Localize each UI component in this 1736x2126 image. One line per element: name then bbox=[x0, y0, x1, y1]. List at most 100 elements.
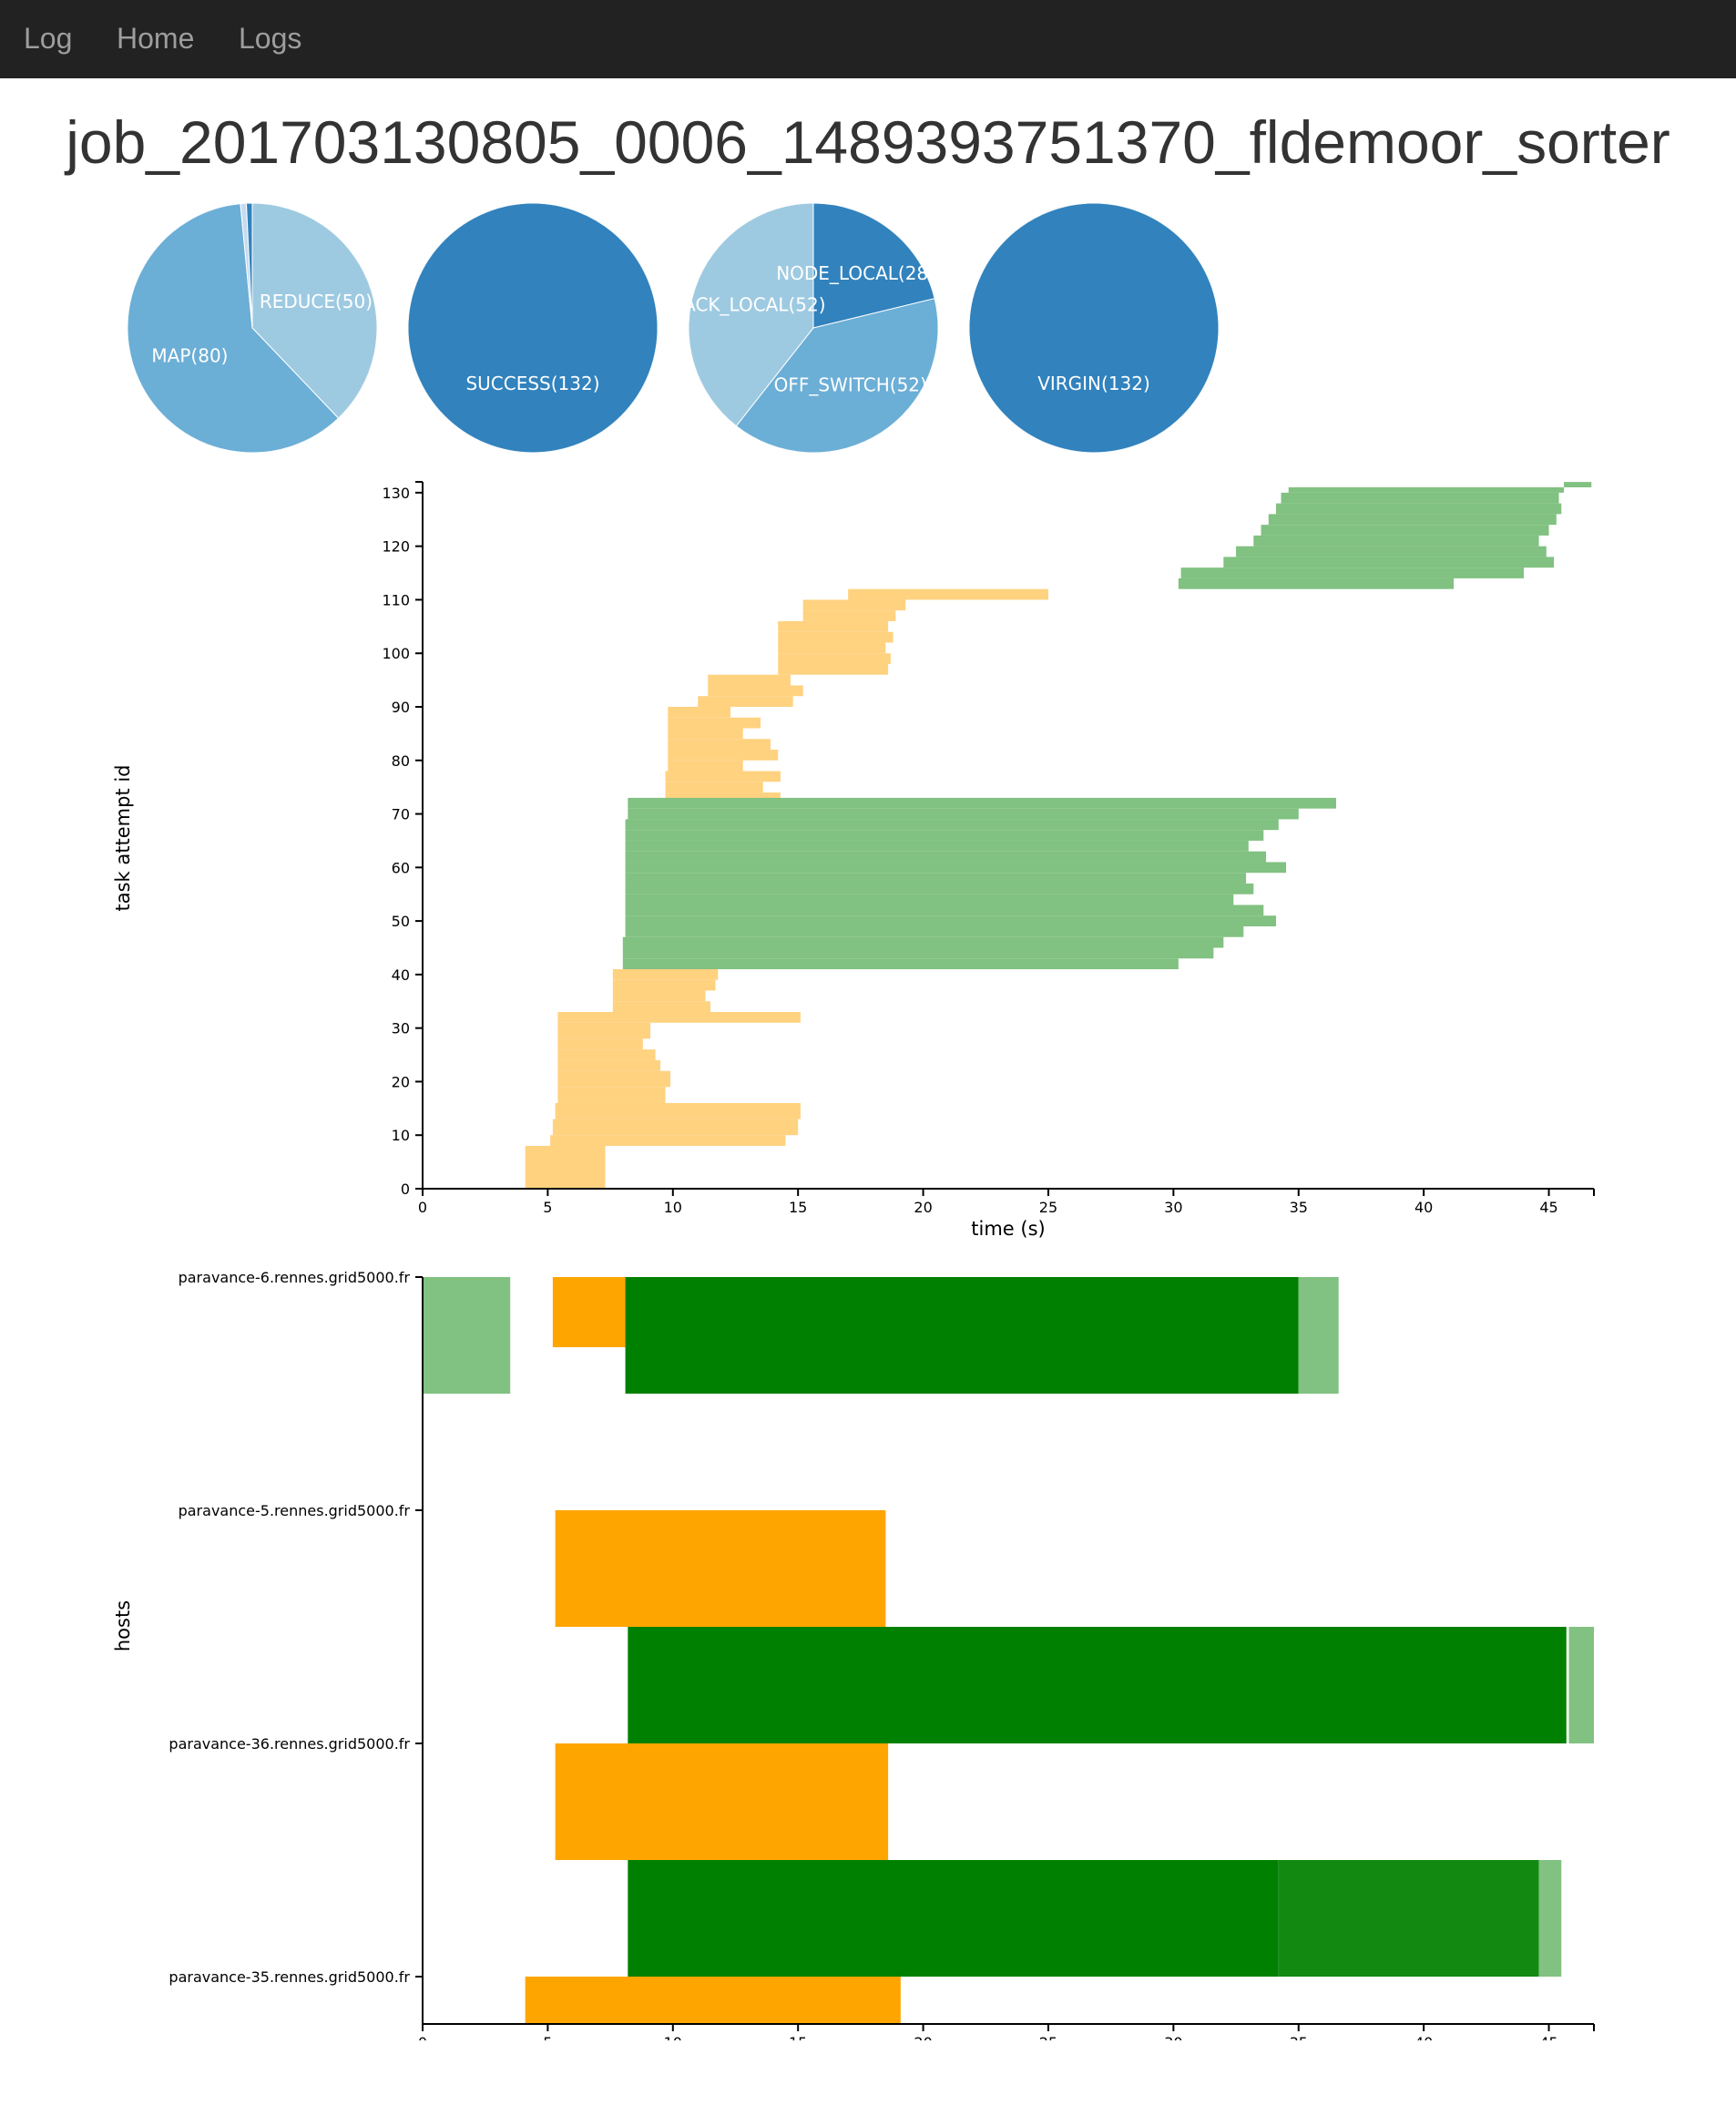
x-tick-label: 5 bbox=[543, 1199, 552, 1216]
host-task-bar bbox=[1568, 1627, 1594, 1743]
reduce-task-bar bbox=[622, 936, 1224, 948]
map-task-bar bbox=[612, 969, 719, 980]
x-tick-label: 45 bbox=[1539, 2034, 1557, 2040]
x-tick-label: 40 bbox=[1414, 2034, 1433, 2040]
x-axis-label: time (s) bbox=[971, 1218, 1045, 1240]
reduce-task-bar bbox=[1180, 567, 1525, 578]
map-task-bar bbox=[557, 1038, 643, 1050]
map-task-bar bbox=[557, 1022, 651, 1039]
x-tick-label: 15 bbox=[789, 2034, 807, 2040]
reduce-task-bar bbox=[625, 819, 1279, 831]
nav-item-logs[interactable]: Logs bbox=[239, 22, 302, 55]
x-tick-label: 35 bbox=[1290, 1199, 1308, 1216]
reduce-task-bar bbox=[625, 851, 1267, 863]
reduce-task-bar bbox=[628, 808, 1299, 820]
x-tick-label: 15 bbox=[789, 1199, 807, 1216]
map-task-bar bbox=[557, 1070, 671, 1088]
map-task-bar bbox=[778, 620, 889, 632]
reduce-task-bar bbox=[1236, 546, 1547, 557]
reduce-task-bar bbox=[625, 883, 1254, 894]
x-tick-label: 20 bbox=[914, 1199, 932, 1216]
pie-slice bbox=[408, 203, 658, 453]
host-task-bar bbox=[1538, 1860, 1562, 1977]
pie-locality: NODE_LOCAL(28) OFF_SWITCH(52) RACK_LOCAL(5… bbox=[689, 203, 938, 453]
pie-label: NODE_LOCAL(28) bbox=[776, 262, 935, 284]
pie-label: MAP(80) bbox=[151, 344, 228, 366]
host-task-bar bbox=[555, 1510, 886, 1627]
map-task-bar bbox=[665, 782, 763, 793]
map-task-bar bbox=[778, 653, 891, 664]
map-task-bar bbox=[778, 631, 894, 643]
map-task-bar bbox=[665, 771, 781, 782]
pie-slice bbox=[245, 203, 253, 329]
reduce-task-bar bbox=[1281, 492, 1559, 504]
y-tick-label: 40 bbox=[392, 966, 410, 984]
y-tick-label: 60 bbox=[392, 859, 410, 876]
map-task-bar bbox=[668, 728, 743, 740]
y-tick-label: 120 bbox=[382, 538, 410, 556]
reduce-task-bar bbox=[1288, 487, 1565, 493]
x-tick-label: 10 bbox=[664, 1199, 682, 1216]
host-task-bar bbox=[555, 1743, 889, 1860]
nav-item-home[interactable]: Home bbox=[117, 22, 195, 55]
y-tick-label: 110 bbox=[382, 591, 410, 608]
pie-slice bbox=[735, 298, 938, 453]
x-tick-label: 5 bbox=[543, 2034, 552, 2040]
pie-label: VIRGIN(132) bbox=[1037, 373, 1150, 394]
reduce-task-bar bbox=[622, 947, 1214, 959]
y-tick-label: 10 bbox=[392, 1127, 410, 1144]
x-tick-label: 45 bbox=[1539, 1199, 1557, 1216]
map-task-bar bbox=[557, 1012, 801, 1023]
x-tick-label: 0 bbox=[418, 1199, 427, 1216]
y-tick-label: 20 bbox=[392, 1073, 410, 1090]
reduce-bars bbox=[622, 482, 1592, 970]
pie-label: REDUCE(50) bbox=[260, 291, 373, 312]
reduce-task-bar bbox=[622, 958, 1179, 970]
y-tick-label: 30 bbox=[392, 1020, 410, 1037]
map-task-bar bbox=[848, 588, 1048, 600]
map-task-bar bbox=[668, 706, 730, 718]
y-tick-label: 70 bbox=[392, 806, 410, 823]
map-task-bar bbox=[668, 760, 743, 772]
x-tick-label: 25 bbox=[1039, 1199, 1057, 1216]
host-chart: paravance-6.rennes.grid5000.fr paravance-… bbox=[112, 1269, 1595, 2040]
pie-slice bbox=[812, 203, 935, 329]
host-bars bbox=[423, 1277, 1594, 2024]
pie-slice bbox=[128, 203, 340, 453]
pie-charts: REDUCE(50) MAP(80) SUCCESS(132) NODE_LOCAL(… bbox=[128, 203, 1219, 453]
y-tick-label: 100 bbox=[382, 645, 410, 662]
y-tick-label: 80 bbox=[392, 752, 410, 770]
reduce-task-bar bbox=[625, 862, 1287, 874]
map-task-bar bbox=[708, 674, 791, 686]
pie-task-status: SUCCESS(132) bbox=[408, 203, 658, 453]
x-tick-label: 20 bbox=[914, 2034, 932, 2040]
map-task-bar bbox=[552, 1119, 799, 1136]
host-label: paravance-6.rennes.grid5000.fr bbox=[179, 1269, 411, 1286]
map-task-bar bbox=[557, 1059, 661, 1071]
host-task-bar bbox=[628, 1627, 1567, 1743]
map-task-bar bbox=[668, 750, 779, 761]
map-task-bar bbox=[555, 1102, 801, 1119]
reduce-task-bar bbox=[1564, 482, 1592, 487]
reduce-task-bar bbox=[628, 797, 1336, 809]
map-task-bar bbox=[802, 599, 906, 611]
map-task-bar bbox=[698, 696, 793, 707]
y-tick-label: 90 bbox=[392, 699, 410, 716]
nav-brand-log[interactable]: Log bbox=[24, 22, 73, 55]
map-task-bar bbox=[612, 979, 716, 991]
pie-attempt: VIRGIN(132) bbox=[969, 203, 1219, 453]
reduce-task-bar bbox=[625, 915, 1277, 926]
pie-slice bbox=[689, 203, 814, 427]
host-label: paravance-35.rennes.grid5000.fr bbox=[168, 1968, 410, 1986]
map-task-bar bbox=[668, 739, 771, 751]
reduce-task-bar bbox=[1178, 577, 1455, 589]
x-tick-label: 30 bbox=[1164, 2034, 1182, 2040]
host-task-bar bbox=[1298, 1277, 1339, 1394]
y-tick-label: 0 bbox=[401, 1181, 410, 1198]
pie-label: OFF_SWITCH(52) bbox=[774, 373, 927, 395]
x-tick-label: 40 bbox=[1414, 1199, 1433, 1216]
x-tick-label: 10 bbox=[664, 2034, 682, 2040]
reduce-task-bar bbox=[625, 830, 1264, 841]
reduce-task-bar bbox=[625, 873, 1247, 884]
